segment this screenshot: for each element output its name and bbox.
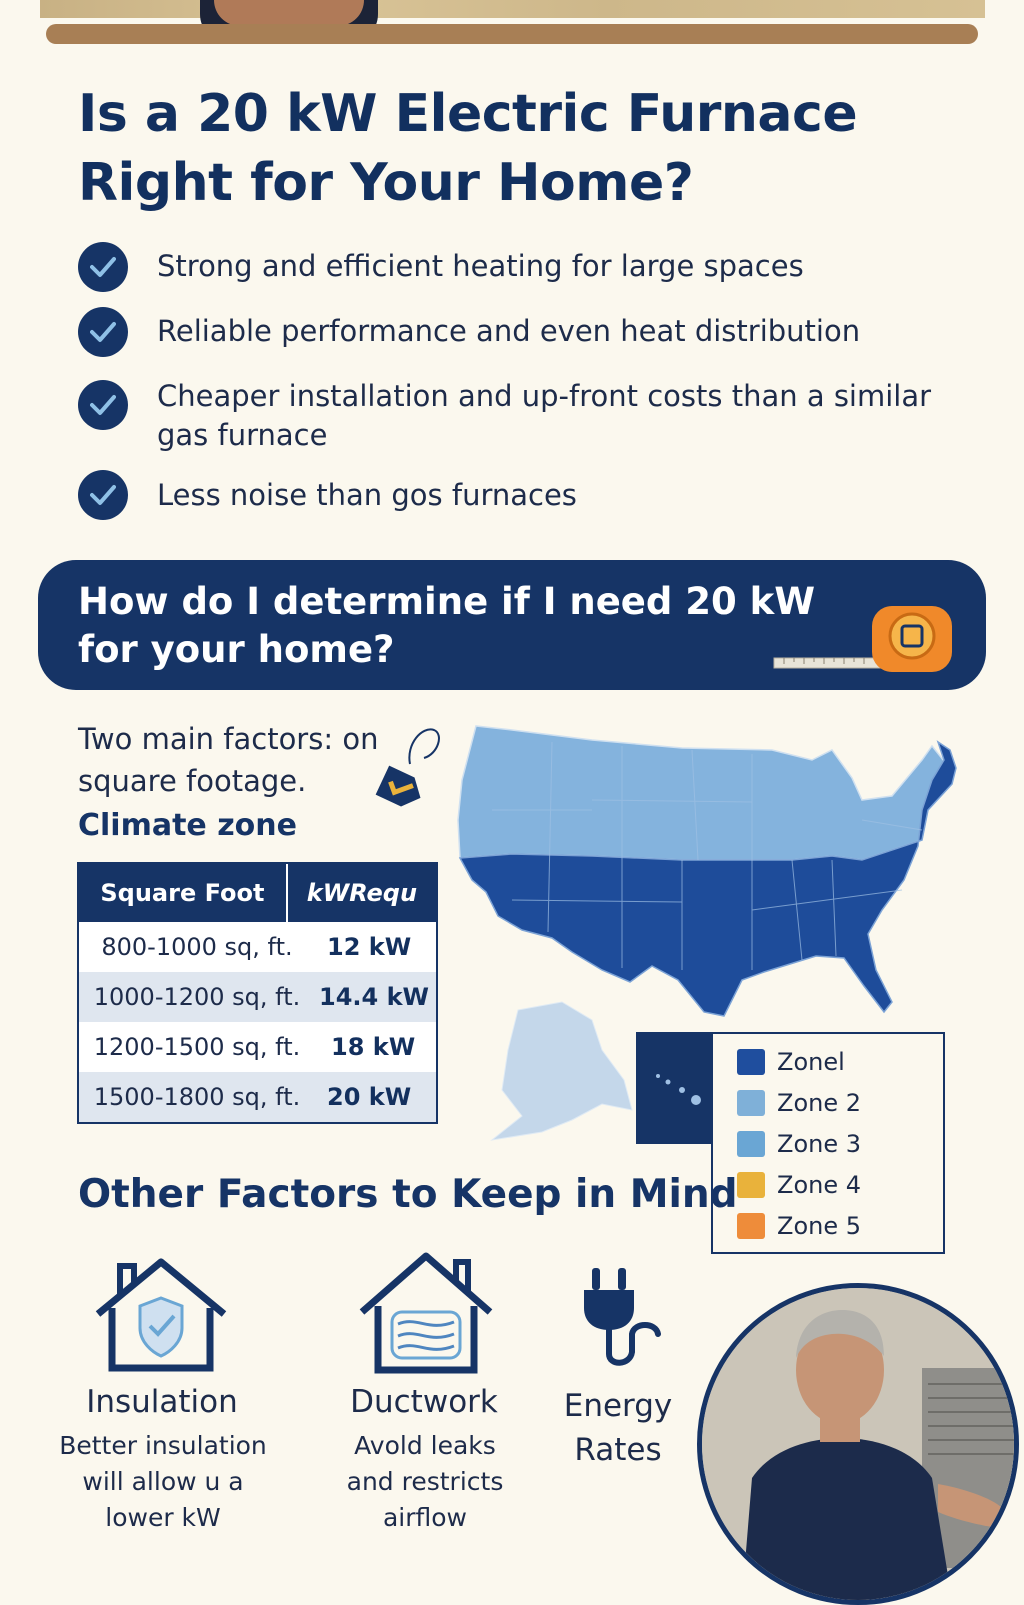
climate-zone-label: Climate zone	[78, 808, 297, 843]
table-row: 800-1000 sq, ft. 12 kW	[79, 922, 436, 972]
tape-measure-icon	[773, 606, 952, 672]
cell-kw: 20 kW	[327, 1083, 412, 1111]
us-climate-zone-map	[457, 725, 957, 1141]
legend-label: Zone 5	[777, 1212, 861, 1240]
factors-text: Two main factors: on square footage.	[78, 722, 379, 798]
factor-desc-insulation: Better insulation will allow u a lower k…	[50, 1428, 276, 1536]
table-row: 1000-1200 sq, ft. 14.4 kW	[79, 972, 436, 1022]
check-icon	[78, 307, 128, 357]
header-photo	[40, 0, 985, 18]
house-duct-icon	[359, 1252, 493, 1374]
check-icon	[78, 242, 128, 292]
legend-swatch	[737, 1213, 765, 1239]
map-region-south	[458, 740, 957, 1017]
check-icon	[78, 380, 128, 430]
legend-swatch	[737, 1090, 765, 1116]
factor-title-insulation: Insulation	[86, 1384, 238, 1420]
legend-swatch	[737, 1172, 765, 1198]
cell-kw: 18 kW	[331, 1033, 416, 1061]
legend-swatch	[737, 1049, 765, 1075]
cell-kw: 14.4 kW	[319, 983, 430, 1011]
factor-title-energy-rates: Energy Rates	[548, 1384, 688, 1472]
desc-line: and restricts	[346, 1467, 504, 1496]
map-region-north	[457, 725, 953, 861]
benefit-item: Cheaper installation and up-front costs …	[157, 379, 932, 452]
legend-item: Zonel	[737, 1048, 845, 1076]
table-header: Square Foot kWRequ	[79, 864, 436, 922]
legend-swatch	[737, 1131, 765, 1157]
legend-label: Zonel	[777, 1048, 845, 1076]
title-line: Rates	[574, 1432, 662, 1468]
benefit-item: Reliable performance and even heat distr…	[157, 314, 861, 348]
map-region-alaska	[490, 1001, 633, 1141]
desc-line: will allow u a	[82, 1467, 244, 1496]
desc-line: Better insulation	[59, 1431, 267, 1460]
legend-label: Zone 2	[777, 1089, 861, 1117]
price-tag-icon	[375, 728, 440, 807]
cell-sqft: 1500-1800 sq, ft.	[93, 1083, 301, 1111]
desc-line: airflow	[382, 1503, 468, 1532]
title-line: Energy	[563, 1388, 673, 1424]
legend-label: Zone 4	[777, 1171, 861, 1199]
plug-icon	[584, 1268, 661, 1366]
technician-photo	[697, 1283, 1019, 1605]
question-heading: How do I determine if I need 20 kW for y…	[78, 580, 816, 671]
cell-sqft: 800-1000 sq, ft.	[101, 933, 293, 961]
page-title: Is a 20 kW Electric Furnace Right for Yo…	[78, 84, 858, 213]
table-row: 1200-1500 sq, ft. 18 kW	[79, 1022, 436, 1072]
cell-kw: 12 kW	[327, 933, 412, 961]
check-icon	[78, 470, 128, 520]
benefit-item: Less noise than gos furnaces	[157, 478, 577, 512]
kw-requirement-table: Square Foot kWRequ 800-1000 sq, ft. 12 k…	[77, 862, 438, 1124]
legend-item: Zone 4	[737, 1171, 861, 1199]
other-factors-heading: Other Factors to Keep in Mind	[78, 1172, 738, 1217]
legend-label: Zone 3	[777, 1130, 861, 1158]
factor-desc-ductwork: Avold leaks and restricts airflow	[312, 1428, 538, 1536]
hawaii-inset	[636, 1032, 716, 1144]
factor-title-ductwork: Ductwork	[350, 1384, 498, 1420]
house-shield-icon	[95, 1258, 227, 1372]
legend-item: Zone 3	[737, 1130, 861, 1158]
cell-sqft: 1200-1500 sq, ft.	[93, 1033, 301, 1061]
legend-item: Zone 5	[737, 1212, 861, 1240]
desc-line: lower kW	[105, 1503, 221, 1532]
header-divider-bar	[46, 24, 978, 44]
climate-zone-legend: Zonel Zone 2 Zone 3 Zone 4 Zone 5	[711, 1032, 945, 1254]
benefit-item: Strong and efficient heating for large s…	[157, 249, 804, 283]
legend-item: Zone 2	[737, 1089, 861, 1117]
column-header-kw: kWRequ	[306, 879, 418, 907]
column-header-square-foot: Square Foot	[79, 864, 288, 922]
cell-sqft: 1000-1200 sq, ft.	[93, 983, 301, 1011]
desc-line: Avold leaks	[354, 1431, 496, 1460]
table-row: 1500-1800 sq, ft. 20 kW	[79, 1072, 436, 1122]
